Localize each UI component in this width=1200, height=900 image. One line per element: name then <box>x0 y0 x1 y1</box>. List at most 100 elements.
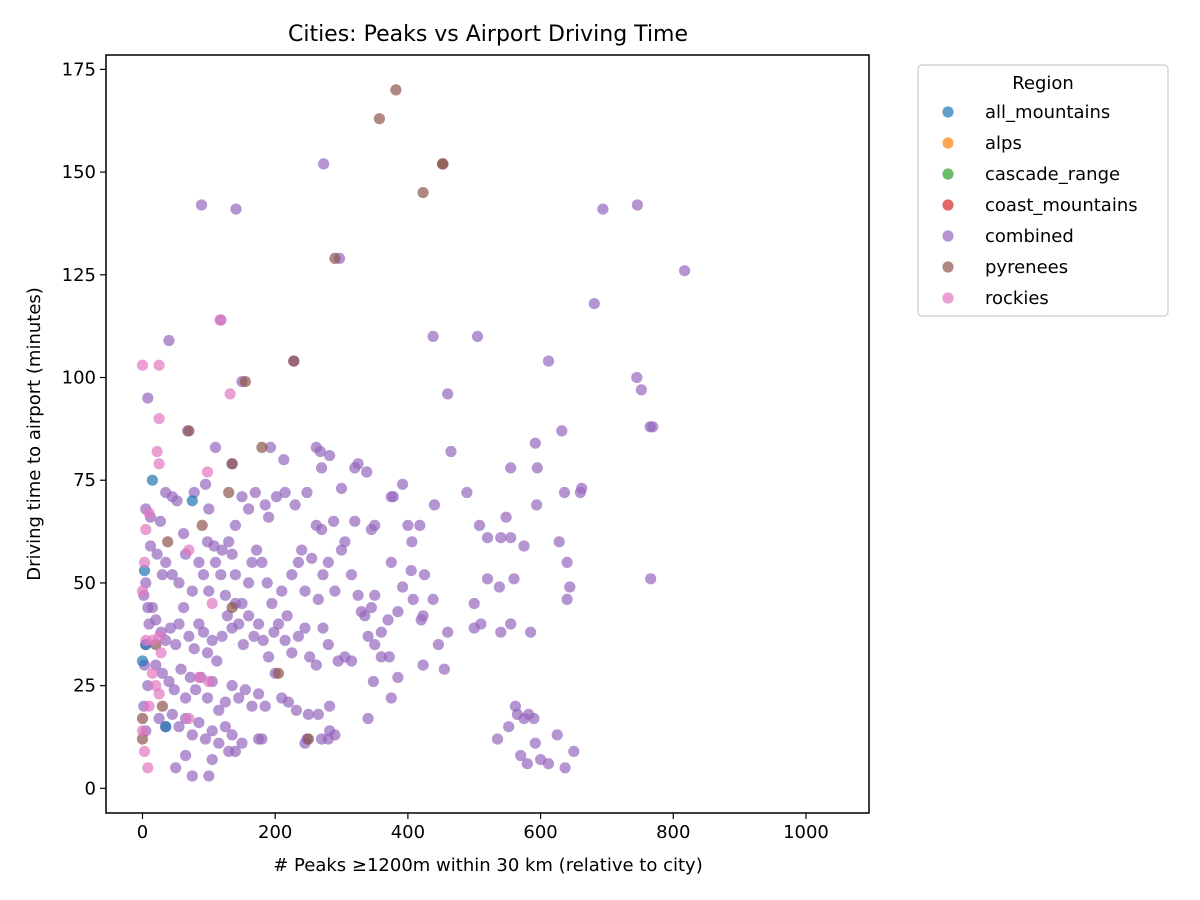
data-point <box>146 474 158 486</box>
data-point <box>251 544 263 556</box>
data-point <box>170 639 182 651</box>
data-point <box>243 610 255 622</box>
data-point <box>369 589 381 601</box>
data-point <box>568 745 580 758</box>
x-tick-label: 200 <box>258 822 292 843</box>
data-point <box>375 651 387 663</box>
legend-marker <box>942 137 954 149</box>
data-point <box>183 712 195 725</box>
data-point <box>647 421 659 433</box>
data-point <box>559 762 571 774</box>
data-point <box>136 725 149 737</box>
data-point <box>136 655 149 667</box>
data-point <box>473 519 486 532</box>
data-point <box>203 585 215 597</box>
data-point <box>256 441 268 453</box>
data-point <box>213 737 225 749</box>
data-point <box>156 700 168 712</box>
data-point <box>324 700 336 712</box>
y-axis: 0 25 50 75 100 125 150 175 <box>62 59 106 799</box>
data-point <box>195 199 208 211</box>
data-point <box>392 606 404 618</box>
data-point <box>317 569 329 581</box>
data-point <box>318 158 330 170</box>
data-point <box>203 675 215 688</box>
data-point <box>679 265 691 277</box>
data-point <box>138 565 151 577</box>
data-point <box>564 581 576 593</box>
data-point <box>558 486 571 499</box>
data-point <box>270 491 283 503</box>
data-point <box>417 659 429 671</box>
data-point <box>233 692 245 704</box>
data-point <box>197 626 210 638</box>
data-point <box>144 540 157 552</box>
data-point <box>407 593 419 606</box>
data-point <box>183 544 195 556</box>
data-point <box>561 556 573 569</box>
data-point <box>186 495 198 507</box>
data-point <box>397 478 409 490</box>
data-point <box>201 692 214 704</box>
data-point <box>322 556 334 569</box>
legend-label: combined <box>985 226 1074 247</box>
data-point <box>266 597 278 610</box>
data-point <box>367 675 379 688</box>
data-point <box>392 671 404 684</box>
data-point <box>324 725 336 737</box>
data-point <box>288 355 300 367</box>
legend-label: all_mountains <box>985 102 1110 123</box>
data-point <box>197 569 210 581</box>
legend-marker <box>942 199 954 211</box>
data-point <box>495 532 507 544</box>
legend-label: cascade_range <box>985 164 1120 185</box>
data-point <box>196 519 208 532</box>
data-point <box>193 671 205 684</box>
data-point <box>417 187 429 199</box>
data-point <box>503 721 515 733</box>
data-point <box>542 355 555 367</box>
chart-title: Cities: Peaks vs Airport Driving Time <box>288 22 688 47</box>
x-tick-label: 600 <box>523 822 557 843</box>
data-point <box>163 334 175 347</box>
data-point <box>518 540 530 552</box>
data-point <box>316 523 328 536</box>
data-point <box>495 626 507 638</box>
data-point <box>239 376 251 388</box>
data-point <box>383 651 395 663</box>
data-point <box>505 618 517 630</box>
data-point <box>301 486 313 499</box>
data-point <box>256 733 268 745</box>
data-point <box>521 758 533 770</box>
data-point <box>142 602 154 614</box>
data-point <box>597 203 609 215</box>
data-point <box>324 450 336 462</box>
data-point <box>140 523 152 536</box>
data-point <box>382 614 394 626</box>
data-point <box>289 499 301 511</box>
data-point <box>219 589 231 601</box>
data-point <box>136 733 149 745</box>
data-point <box>166 708 178 721</box>
data-point <box>186 770 198 782</box>
data-point <box>427 330 439 342</box>
legend-frame <box>917 64 1169 317</box>
data-point <box>481 532 494 544</box>
data-point <box>216 544 228 556</box>
data-point <box>160 721 172 733</box>
data-point <box>314 445 326 458</box>
data-point <box>390 84 402 96</box>
data-point <box>236 491 248 503</box>
legend-label: alps <box>985 133 1022 154</box>
data-point <box>335 482 348 494</box>
data-point <box>233 618 245 630</box>
data-point <box>468 597 480 610</box>
data-point <box>206 754 218 766</box>
data-point <box>209 556 222 569</box>
data-point <box>219 696 231 708</box>
x-tick-label: 0 <box>137 822 148 843</box>
data-point <box>246 556 258 569</box>
data-point <box>369 519 381 532</box>
data-point <box>170 762 182 774</box>
x-axis-title: # Peaks ≥1200m within 30 km (relative to… <box>273 855 702 876</box>
